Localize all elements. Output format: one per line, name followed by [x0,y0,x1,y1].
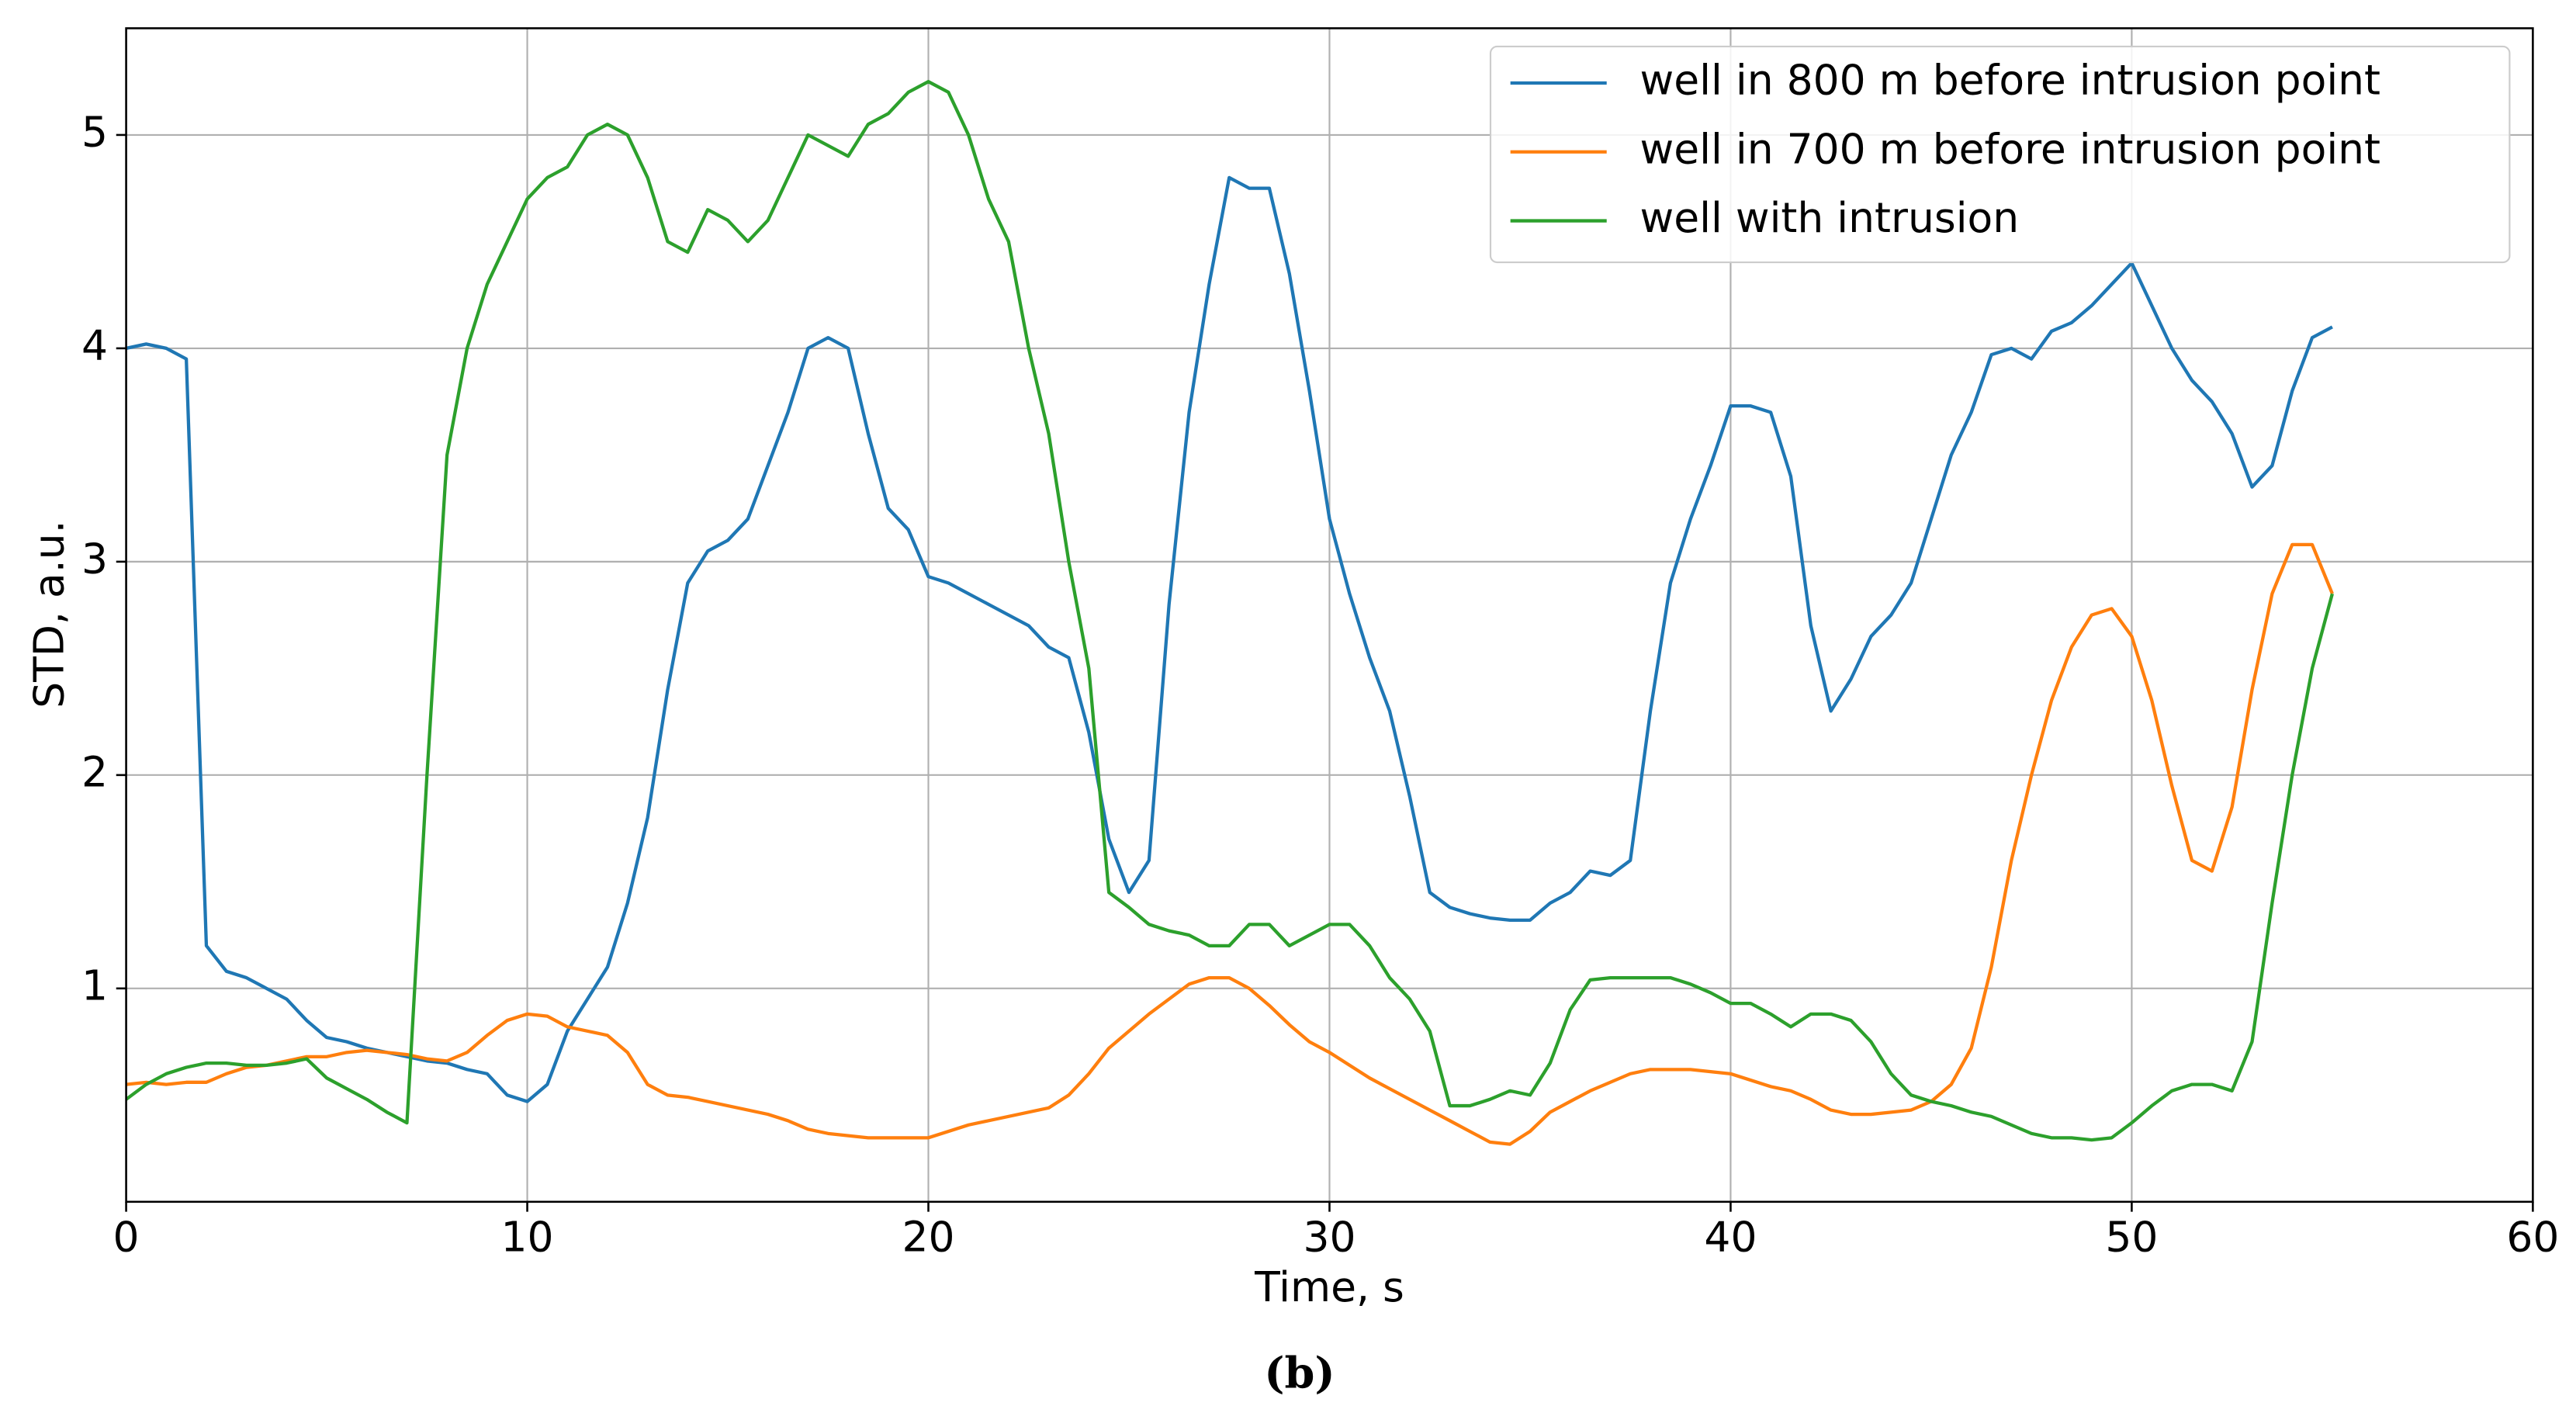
y-tick-label: 4 [81,321,108,370]
y-tick-label: 5 [81,108,108,157]
x-tick-label: 0 [113,1213,140,1262]
x-tick-label: 10 [501,1213,554,1262]
x-tick-label: 20 [902,1213,954,1262]
x-axis-label: Time, s [1254,1262,1404,1311]
y-tick-label: 3 [81,535,108,584]
legend-label: well with intrusion [1640,193,2020,242]
legend: well in 800 m before intrusion point well… [1489,45,2511,264]
legend-label: well in 700 m before intrusion point [1640,124,2381,173]
x-tick-label: 60 [2506,1213,2559,1262]
x-tick-label: 40 [1704,1213,1757,1262]
y-tick-label: 1 [81,961,108,1009]
data-line [126,175,2333,1103]
legend-box [1489,45,2511,264]
y-axis-label: STD, a.u. [24,520,73,708]
plot-frame [125,27,2534,1203]
data-line [126,542,2334,1146]
legend-label: well in 800 m before intrusion point [1640,56,2381,105]
x-tick-label: 50 [2105,1213,2158,1262]
caption: (b) [1264,1348,1335,1398]
y-tick-label: 2 [81,748,108,797]
x-tick-label: 30 [1303,1213,1356,1262]
data-line [125,80,2334,1142]
